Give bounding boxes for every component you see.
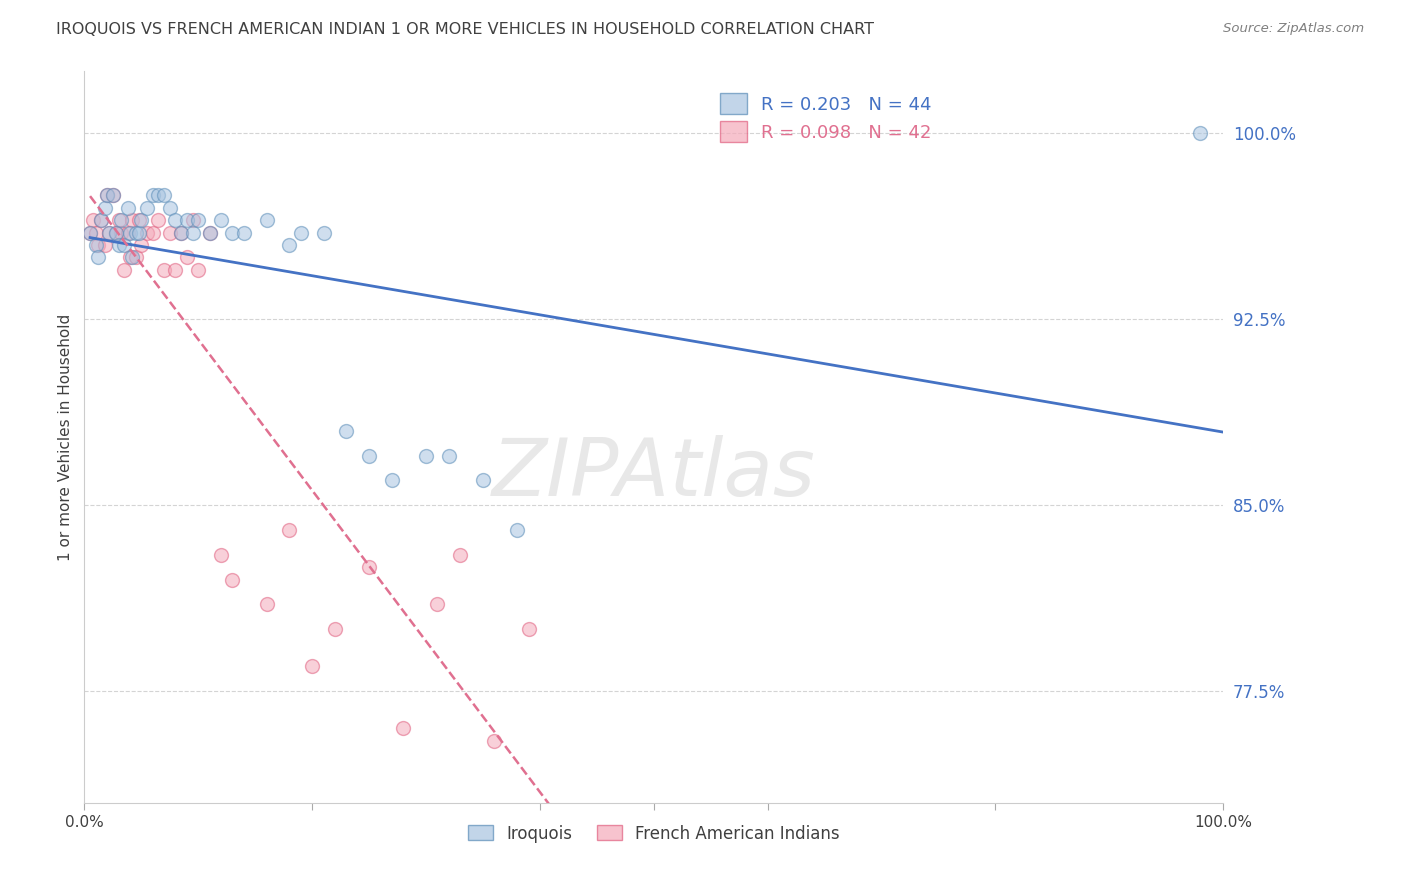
Point xyxy=(506,523,529,537)
Point xyxy=(87,238,110,252)
Point xyxy=(198,226,221,240)
Point xyxy=(381,474,404,488)
Point xyxy=(101,188,124,202)
Point xyxy=(128,226,150,240)
Point xyxy=(198,226,221,240)
Point xyxy=(131,238,153,252)
Point xyxy=(221,573,243,587)
Point xyxy=(148,213,170,227)
Point xyxy=(90,213,112,227)
Point xyxy=(449,548,471,562)
Point xyxy=(165,213,187,227)
Point xyxy=(121,213,143,227)
Point xyxy=(517,622,540,636)
Text: Source: ZipAtlas.com: Source: ZipAtlas.com xyxy=(1223,22,1364,36)
Legend: Iroquois, French American Indians: Iroquois, French American Indians xyxy=(461,818,846,849)
Point xyxy=(170,226,193,240)
Point xyxy=(94,201,117,215)
Point xyxy=(437,449,460,463)
Point xyxy=(159,226,181,240)
Point xyxy=(142,188,165,202)
Point xyxy=(187,213,209,227)
Point xyxy=(96,188,118,202)
Point xyxy=(87,250,110,264)
Point xyxy=(209,548,232,562)
Point xyxy=(301,659,323,673)
Point xyxy=(153,262,176,277)
Point xyxy=(165,262,187,277)
Point xyxy=(128,213,150,227)
Point xyxy=(1189,126,1212,140)
Point xyxy=(117,226,139,240)
Text: ZIPAtlas: ZIPAtlas xyxy=(492,434,815,513)
Point xyxy=(181,226,204,240)
Point xyxy=(94,238,117,252)
Point xyxy=(256,213,278,227)
Point xyxy=(112,262,135,277)
Point xyxy=(426,598,449,612)
Point xyxy=(142,226,165,240)
Point xyxy=(105,226,128,240)
Point xyxy=(312,226,335,240)
Point xyxy=(323,622,346,636)
Point xyxy=(278,238,301,252)
Point xyxy=(107,213,129,227)
Point xyxy=(84,238,107,252)
Point xyxy=(359,560,381,574)
Point xyxy=(159,201,181,215)
Point xyxy=(335,424,357,438)
Point xyxy=(187,262,209,277)
Point xyxy=(176,250,198,264)
Point xyxy=(105,226,128,240)
Point xyxy=(112,238,135,252)
Point xyxy=(96,188,118,202)
Point xyxy=(472,474,495,488)
Point xyxy=(124,226,146,240)
Point xyxy=(392,722,415,736)
Point xyxy=(148,188,170,202)
Point xyxy=(181,213,204,227)
Text: IROQUOIS VS FRENCH AMERICAN INDIAN 1 OR MORE VEHICLES IN HOUSEHOLD CORRELATION C: IROQUOIS VS FRENCH AMERICAN INDIAN 1 OR … xyxy=(56,22,875,37)
Point xyxy=(84,226,107,240)
Point xyxy=(118,226,141,240)
Point xyxy=(131,213,153,227)
Point xyxy=(484,734,506,748)
Point xyxy=(110,226,132,240)
Point xyxy=(101,188,124,202)
Point xyxy=(359,449,381,463)
Point xyxy=(221,226,243,240)
Point xyxy=(256,598,278,612)
Point xyxy=(415,449,437,463)
Point xyxy=(290,226,312,240)
Point xyxy=(209,213,232,227)
Point xyxy=(136,201,159,215)
Point xyxy=(90,213,112,227)
Point xyxy=(124,250,146,264)
Point xyxy=(136,226,159,240)
Point xyxy=(79,226,101,240)
Y-axis label: 1 or more Vehicles in Household: 1 or more Vehicles in Household xyxy=(58,313,73,561)
Point xyxy=(82,213,104,227)
Point xyxy=(98,226,121,240)
Point xyxy=(110,213,132,227)
Point xyxy=(170,226,193,240)
Point xyxy=(79,226,101,240)
Point xyxy=(176,213,198,227)
Point xyxy=(121,250,143,264)
Point xyxy=(232,226,254,240)
Point xyxy=(117,201,139,215)
Point xyxy=(278,523,301,537)
Point xyxy=(107,238,129,252)
Point xyxy=(153,188,176,202)
Point xyxy=(118,250,141,264)
Point xyxy=(98,226,121,240)
